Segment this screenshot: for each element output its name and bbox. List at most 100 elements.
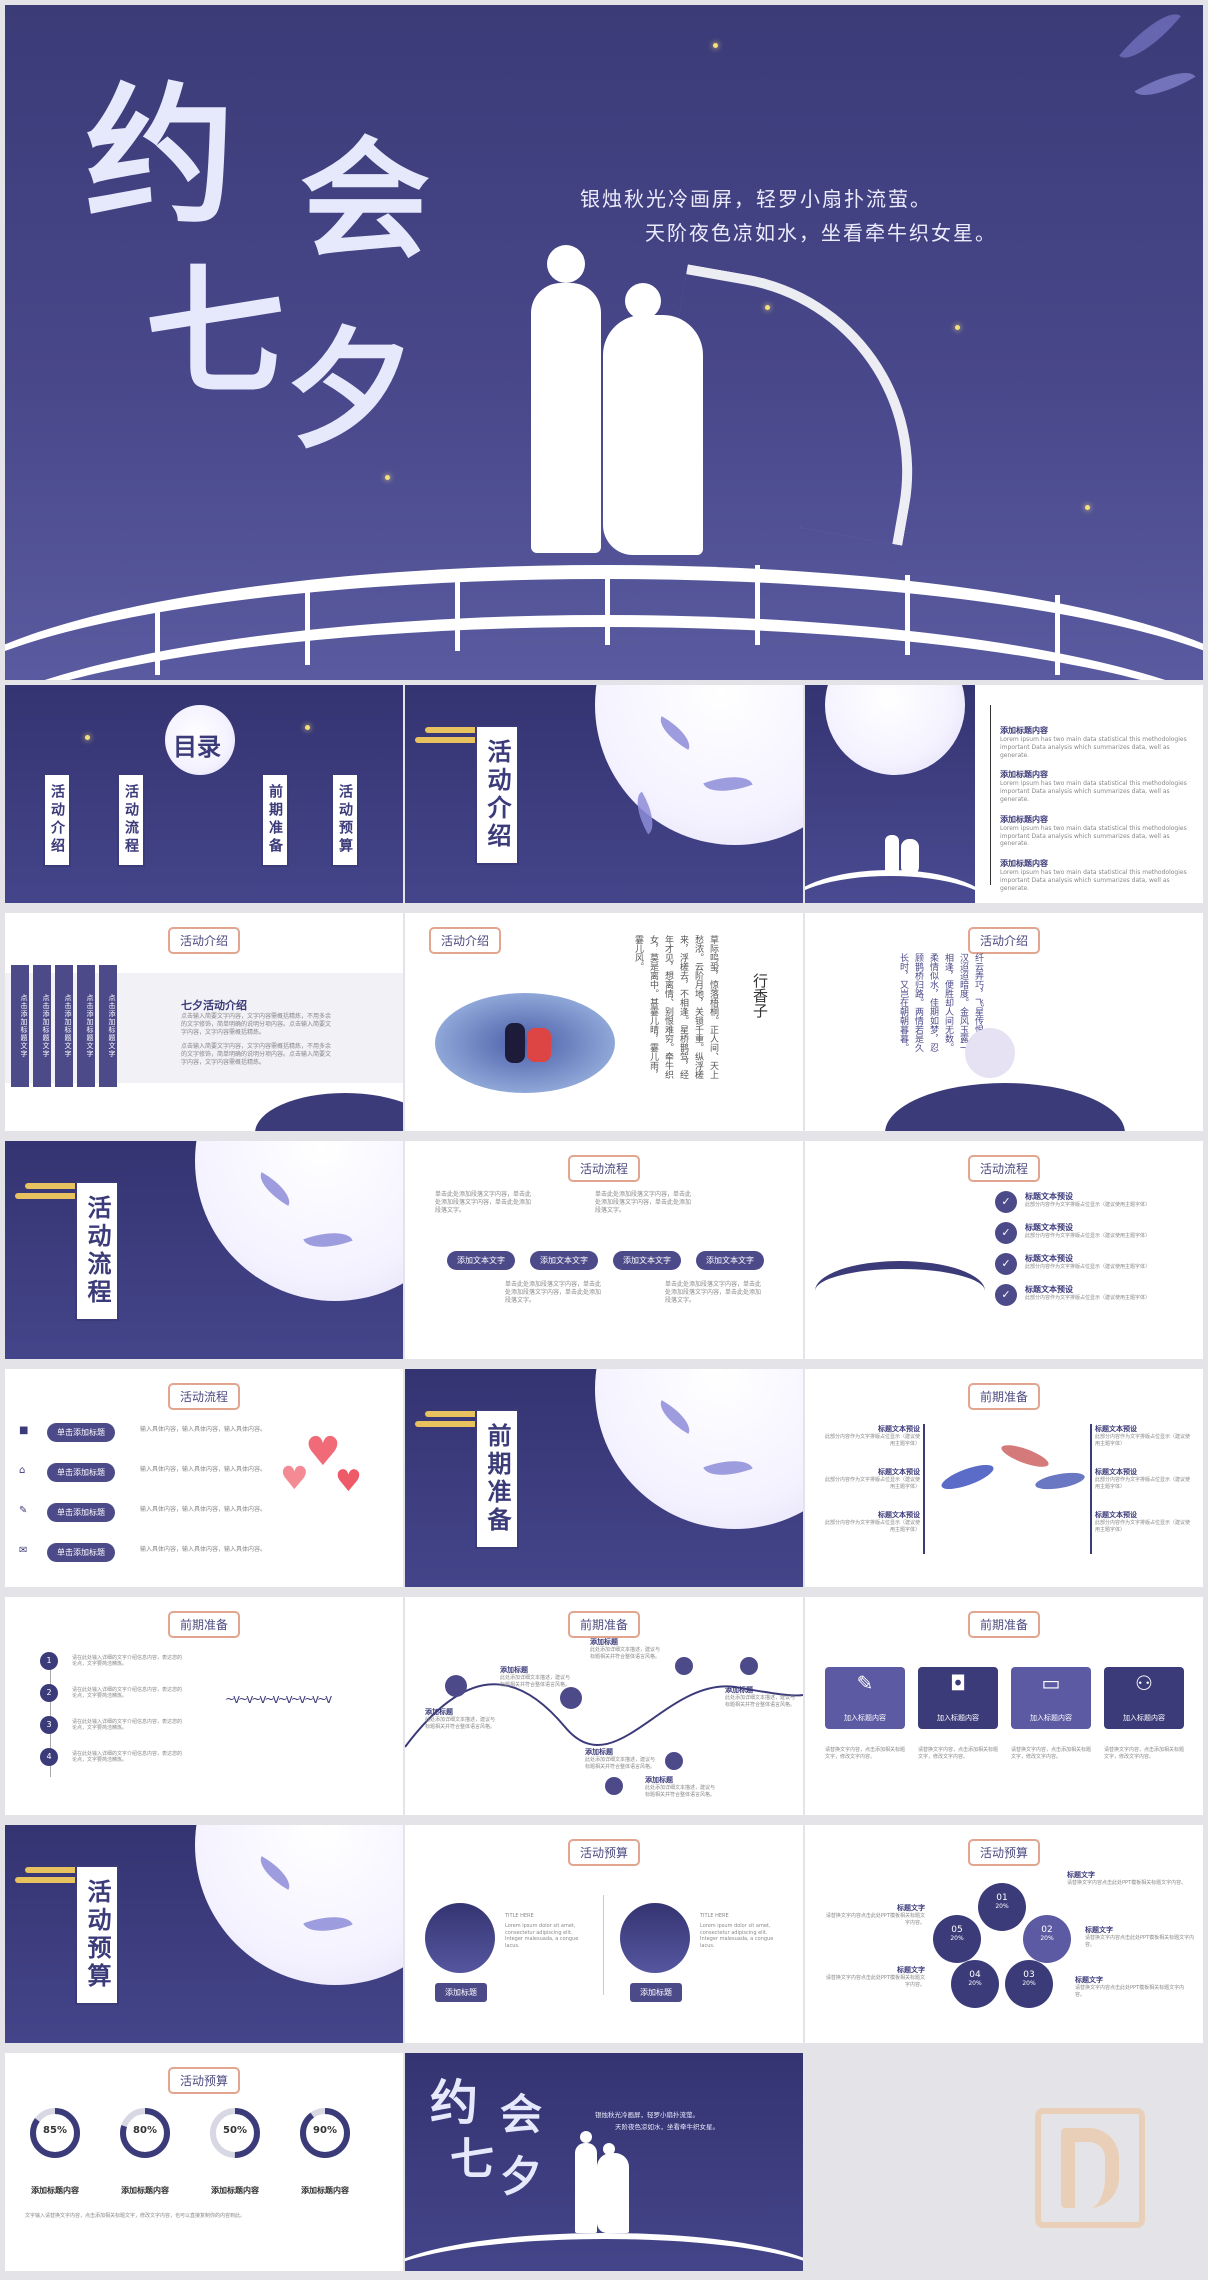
empty-cell [805, 2053, 1203, 2271]
hero-slide[interactable]: 约 会 七 夕 银烛秋光冷画屏，轻罗小扇扑流萤。 天阶夜色凉如水，坐看牵牛织女星… [5, 5, 1203, 680]
check-item: ✓ 标题文本预设 此部分内容作为文字排版占位显示（建议使用主题字体） [995, 1253, 1195, 1275]
flow-text: 单击此处添加段落文字内容，单击此处添加段落文字内容，单击此处添加段落文字。 [435, 1191, 532, 1214]
budget-body: Lorem ipsum dolor sit amet, consectetur … [505, 1923, 579, 1949]
slide-budget-circles[interactable]: 活动预算 添加标题 TITLE HERE Lorem ipsum dolor s… [405, 1825, 803, 2043]
node-icon [665, 1752, 683, 1770]
pill-button[interactable]: 单击添加标题 [47, 1423, 115, 1442]
slide-section-budget[interactable]: 活动预算 [5, 1825, 403, 2043]
slide-toc[interactable]: 目录 活动介绍 活动流程 前期准备 活动预算 [5, 685, 403, 903]
hero-poem-line2: 天阶夜色凉如水，坐看牵牛织女星。 [645, 221, 997, 245]
flow-button[interactable]: 添加文本文字 [530, 1251, 598, 1270]
toc-item-budget[interactable]: 活动预算 [331, 773, 359, 867]
petal: 01 20% [978, 1883, 1026, 1931]
intro-heading: 七夕活动介绍 [181, 999, 247, 1012]
slide-birds[interactable]: 前期准备 标题文本预设 此部分内容作为文字排版占位显示（建议使用主题字体） 标题文… [805, 1369, 1203, 1587]
slide-hearts[interactable]: 活动流程 ■ ⌂ ✎ ✉ 单击添加标题 单击添加标题 单击添加标题 单击添加标题… [5, 1369, 403, 1587]
icon-card[interactable]: ◘ 加入标题内容 [918, 1667, 998, 1729]
numbered-item: 2 请在此处输入详细的文字介绍信息内容，表达您的论点，文字要简洁精炼。 [40, 1684, 182, 1702]
slide-tag: 活动预算 [567, 1839, 641, 1866]
progress-title: 添加标题内容 [121, 2186, 169, 2195]
icon-card[interactable]: ⚇ 加入标题内容 [1104, 1667, 1184, 1729]
slide-section-intro[interactable]: 活动介绍 [405, 685, 803, 903]
intro-tab[interactable]: 点击添加标题文字 [99, 965, 117, 1087]
slide-poem-2[interactable]: 活动介绍 纤云弄巧，飞星传恨，银汉迢迢暗度。金风玉露一相逢，便胜却人间无数。柔情… [805, 913, 1203, 1131]
toc-item-prep[interactable]: 前期准备 [261, 773, 289, 867]
progress-percent: 50% [223, 2125, 247, 2136]
slide-closing[interactable]: 约 会 七 夕 银烛秋光冷画屏，轻罗小扇扑流萤。 天阶夜色凉如水，坐看牵牛织女星… [405, 2053, 803, 2271]
pencil-icon: ✎ [19, 1505, 28, 1516]
closing-title: 约 会 七 夕 [430, 2075, 543, 2201]
slide-tag: 活动流程 [567, 1155, 641, 1182]
slide-section-flow[interactable]: 活动流程 [5, 1141, 403, 1359]
watermark-logo [1035, 2108, 1145, 2228]
progress-title: 添加标题内容 [31, 2186, 79, 2195]
moon-icon [965, 1028, 1015, 1078]
slide-section-prep[interactable]: 前期准备 [405, 1369, 803, 1587]
intro-tab[interactable]: 点击添加标题文字 [11, 965, 29, 1087]
birds-text-left: 标题文本预设 此部分内容作为文字排版占位显示（建议使用主题字体） 标题文本预设 此部… [825, 1425, 921, 1533]
slide-flow[interactable]: 活动流程 单击此处添加段落文字内容，单击此处添加段落文字内容，单击此处添加段落文… [405, 1141, 803, 1359]
pill-button[interactable]: 单击添加标题 [47, 1503, 115, 1522]
budget-body: Lorem ipsum dolor sit amet, consectetur … [700, 1923, 774, 1949]
budget-button[interactable]: 添加标题 [630, 1983, 682, 2002]
petal-text: 标题文字 请替换文字内容点击此处PPT模板相关标题文字内容。 [1067, 1871, 1187, 1886]
slide-petals[interactable]: 活动预算 01 20% 02 20% 03 20% 04 20% 05 20% 标题文字请… [805, 1825, 1203, 2043]
pill-text: 输入具体内容，输入具体内容，输入具体内容。 [140, 1426, 267, 1433]
node-icon [605, 1777, 623, 1795]
petal-text: 标题文字 请替换文字内容点击此处PPT模板相关标题文字内容。 [825, 1904, 925, 1926]
pill-button[interactable]: 单击添加标题 [47, 1543, 115, 1562]
intro-tab[interactable]: 点击添加标题文字 [33, 965, 51, 1087]
progress-percent: 90% [313, 2125, 337, 2136]
budget-image [425, 1903, 495, 1973]
check-icon: ✓ [995, 1191, 1017, 1213]
section-title: 前期准备 [475, 1409, 519, 1549]
wave-item: 添加标题 此处添加详细文本描述，建议与标题相关并符合整体语言风格。 [645, 1776, 716, 1798]
petal: 03 20% [1005, 1960, 1053, 2008]
briefcase-icon: ◘ [950, 1671, 966, 1695]
moon-icon [195, 1825, 403, 1985]
intro-tab[interactable]: 点击添加标题文字 [77, 965, 95, 1087]
petal: 04 20% [951, 1960, 999, 2008]
title-char: 七 [145, 251, 286, 415]
leaf-icon [1134, 61, 1196, 107]
notepad-icon: ✎ [856, 1671, 874, 1695]
slide-intro[interactable]: 活动介绍 点击添加标题文字 点击添加标题文字 点击添加标题文字 点击添加标题文字… [5, 913, 403, 1131]
bridge-railing [405, 2233, 803, 2271]
flow-button[interactable]: 添加文本文字 [613, 1251, 681, 1270]
flow-button[interactable]: 添加文本文字 [696, 1251, 764, 1270]
closing-poem: 天阶夜色凉如水，坐看牵牛织女星。 [615, 2123, 719, 2131]
flow-text: 单击此处添加段落文字内容，单击此处添加段落文字内容，单击此处添加段落文字。 [665, 1281, 762, 1304]
progress-percent: 85% [43, 2125, 67, 2136]
icon-card[interactable]: ✎ 加入标题内容 [825, 1667, 905, 1729]
computer-icon: ▭ [1041, 1671, 1061, 1695]
pill-button[interactable]: 单击添加标题 [47, 1463, 115, 1482]
intro-tabs: 点击添加标题文字 点击添加标题文字 点击添加标题文字 点击添加标题文字 点击添加… [11, 965, 117, 1087]
slide-list[interactable]: 添加标题内容 Lorem ipsum has two main data sta… [805, 685, 1203, 903]
list-item: 添加标题内容 Lorem ipsum has two main data sta… [1000, 814, 1187, 848]
check-item: ✓ 标题文本预设 此部分内容作为文字排版占位显示（建议使用主题字体） [995, 1284, 1195, 1306]
numbered-item: 3 请在此处输入详细的文字介绍信息内容，表达您的论点，文字要简洁精炼。 [40, 1716, 182, 1734]
progress-arc [210, 2108, 260, 2158]
slide-progress[interactable]: 活动预算 85% 添加标题内容 80% 添加标题内容 50% 添加标题内容 90% 添加标题内… [5, 2053, 403, 2271]
firefly-icon [765, 305, 770, 310]
slide-checklist[interactable]: 活动流程 ✓ 标题文本预设 此部分内容作为文字排版占位显示（建议使用主题字体） ✓… [805, 1141, 1203, 1359]
intro-tab[interactable]: 点击添加标题文字 [55, 965, 73, 1087]
mail-icon: ✉ [19, 1545, 28, 1556]
hero-poem-line1: 银烛秋光冷画屏，轻罗小扇扑流萤。 [580, 187, 932, 211]
slide-tag: 前期准备 [967, 1383, 1041, 1410]
budget-image [620, 1903, 690, 1973]
slide-poem[interactable]: 活动介绍 草际鸣蛩，惊落梧桐。正人间、天上愁浓。云阶月地，关锁千重。纵浮槎来，浮… [405, 913, 803, 1131]
icon-card[interactable]: ▭ 加入标题内容 [1011, 1667, 1091, 1729]
toc-item-intro[interactable]: 活动介绍 [43, 773, 71, 867]
budget-button[interactable]: 添加标题 [435, 1983, 487, 2002]
slide-icon-cards[interactable]: 前期准备 ✎ 加入标题内容 ◘ 加入标题内容 ▭ 加入标题内容 ⚇ 加入标题内容… [805, 1597, 1203, 1815]
intro-para: 点击输入简要文字内容，文字内容需概括精炼，不用多余的文字修饰，简单明确的说明分项… [181, 1013, 332, 1036]
slide-numbered[interactable]: 前期准备 1 请在此处输入详细的文字介绍信息内容，表达您的论点，文字要简洁精炼。… [5, 1597, 403, 1815]
progress-arc [30, 2108, 80, 2158]
flow-button[interactable]: 添加文本文字 [447, 1251, 515, 1270]
slide-wave[interactable]: 前期准备 添加标题 此处添加详细文本描述，建议与标题相关并符合整体语言风格。 添加… [405, 1597, 803, 1815]
check-icon: ✓ [995, 1222, 1017, 1244]
hero-title: 约 会 七 夕 [85, 35, 505, 466]
closing-poem: 银烛秋光冷画屏，轻罗小扇扑流萤。 [595, 2111, 699, 2119]
toc-item-flow[interactable]: 活动流程 [117, 773, 145, 867]
